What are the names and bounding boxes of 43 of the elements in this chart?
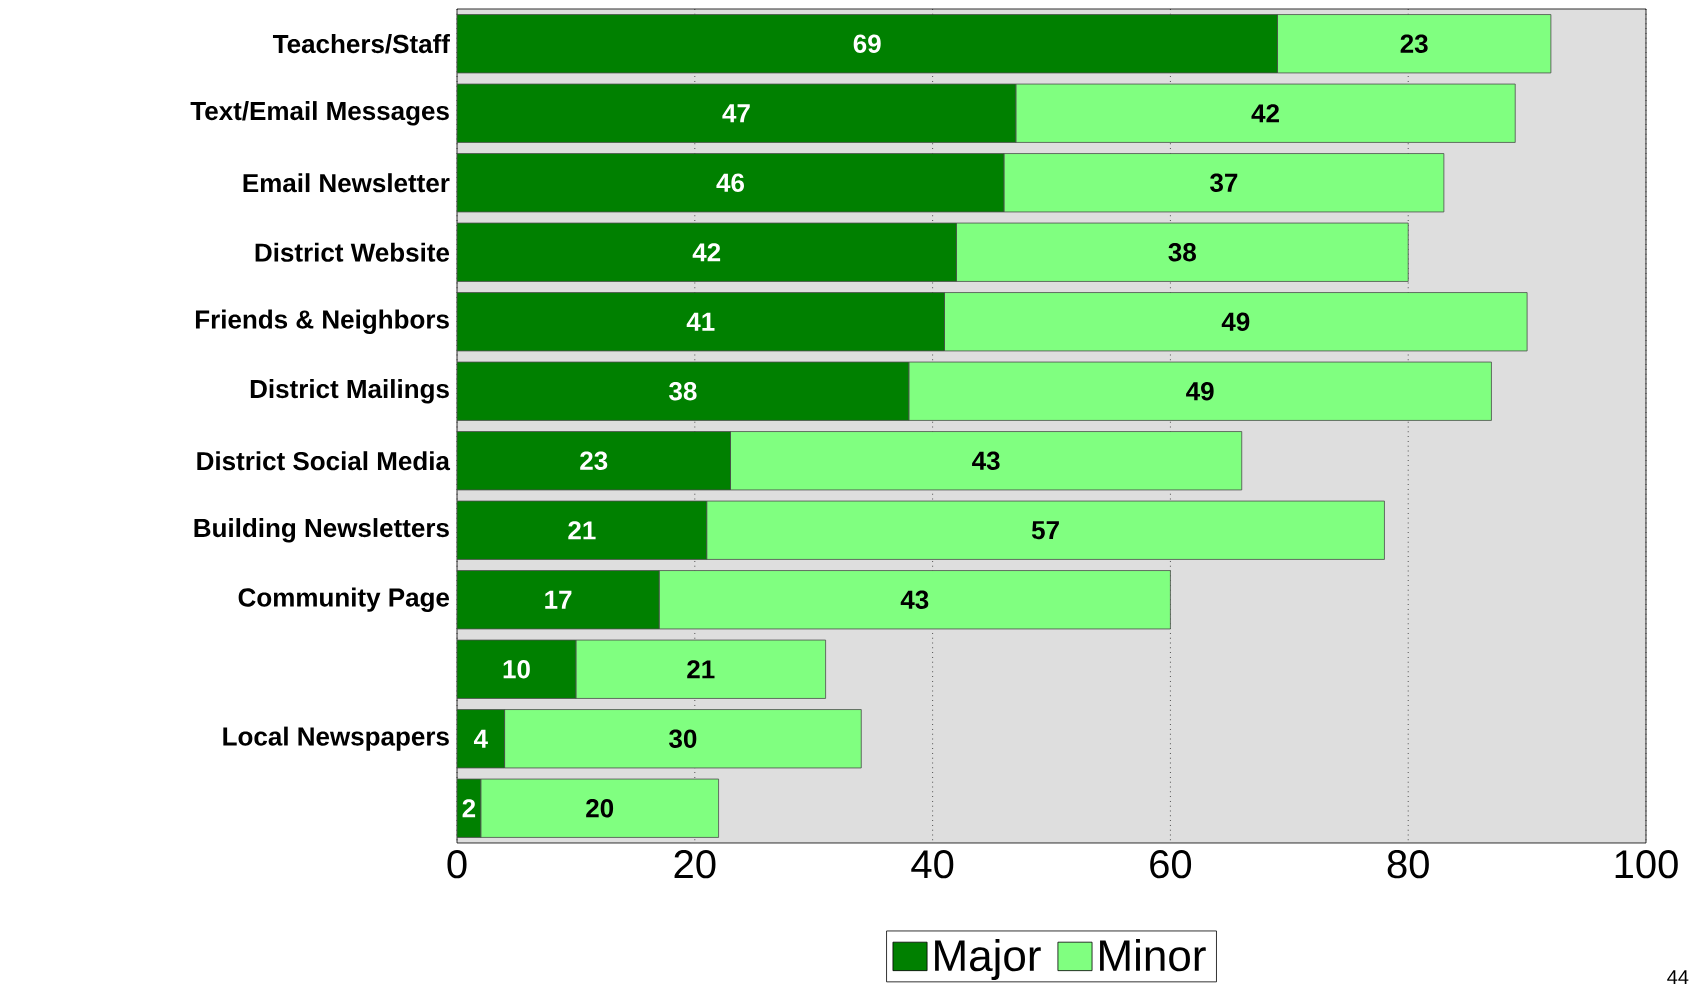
x-tick-label: 40 (911, 850, 954, 879)
x-tick-label: 20 (674, 850, 716, 879)
y-tick-label: Text/Email Messages (190, 101, 449, 126)
legend-label: Minor (1100, 938, 1206, 972)
y-tick-label: District Mailings (250, 379, 449, 404)
data-label: 21 (568, 521, 596, 540)
data-label: 49 (1186, 382, 1214, 401)
y-tick-label: District Social Media (197, 451, 451, 471)
data-label: 23 (1400, 34, 1428, 53)
data-label: 47 (722, 104, 750, 123)
x-tick-label: 100 (1615, 850, 1678, 879)
data-label: 57 (1031, 521, 1059, 540)
data-label: 20 (586, 799, 614, 818)
y-tick-label: Community Page (238, 587, 450, 612)
y-tick-label: Email Newsletter (243, 173, 450, 193)
data-label: 38 (1168, 243, 1196, 262)
x-tick-label: 0 (447, 850, 467, 879)
x-tick-label: 80 (1387, 850, 1429, 879)
data-label: 46 (716, 173, 744, 192)
data-label: 4 (473, 729, 488, 748)
legend-label: Major (935, 938, 1041, 980)
data-label: 42 (692, 243, 721, 262)
data-label: 42 (1251, 104, 1279, 123)
data-label: 43 (972, 451, 1000, 470)
y-tick-label: Building Newsletters (194, 518, 449, 543)
data-label: 38 (669, 382, 697, 401)
data-label: 10 (503, 660, 530, 679)
data-label: 23 (580, 451, 608, 470)
data-label: 43 (900, 590, 929, 609)
y-tick-label: District Website (255, 242, 450, 262)
data-label: 37 (1210, 173, 1238, 192)
x-tick-label: 60 (1150, 850, 1192, 879)
data-label: 49 (1221, 312, 1250, 331)
y-tick-label: Teachers/Staff (272, 34, 450, 54)
y-tick-label: Friends & Neighbors (195, 309, 449, 334)
data-label: 30 (669, 729, 697, 748)
data-label: 2 (462, 799, 476, 818)
data-label: 17 (545, 590, 572, 609)
data-label: 21 (687, 660, 715, 679)
data-label: 69 (853, 34, 881, 53)
text: 44 (1667, 970, 1689, 984)
y-tick-label: Local Newspapers (223, 726, 449, 751)
data-label: 41 (686, 312, 715, 331)
